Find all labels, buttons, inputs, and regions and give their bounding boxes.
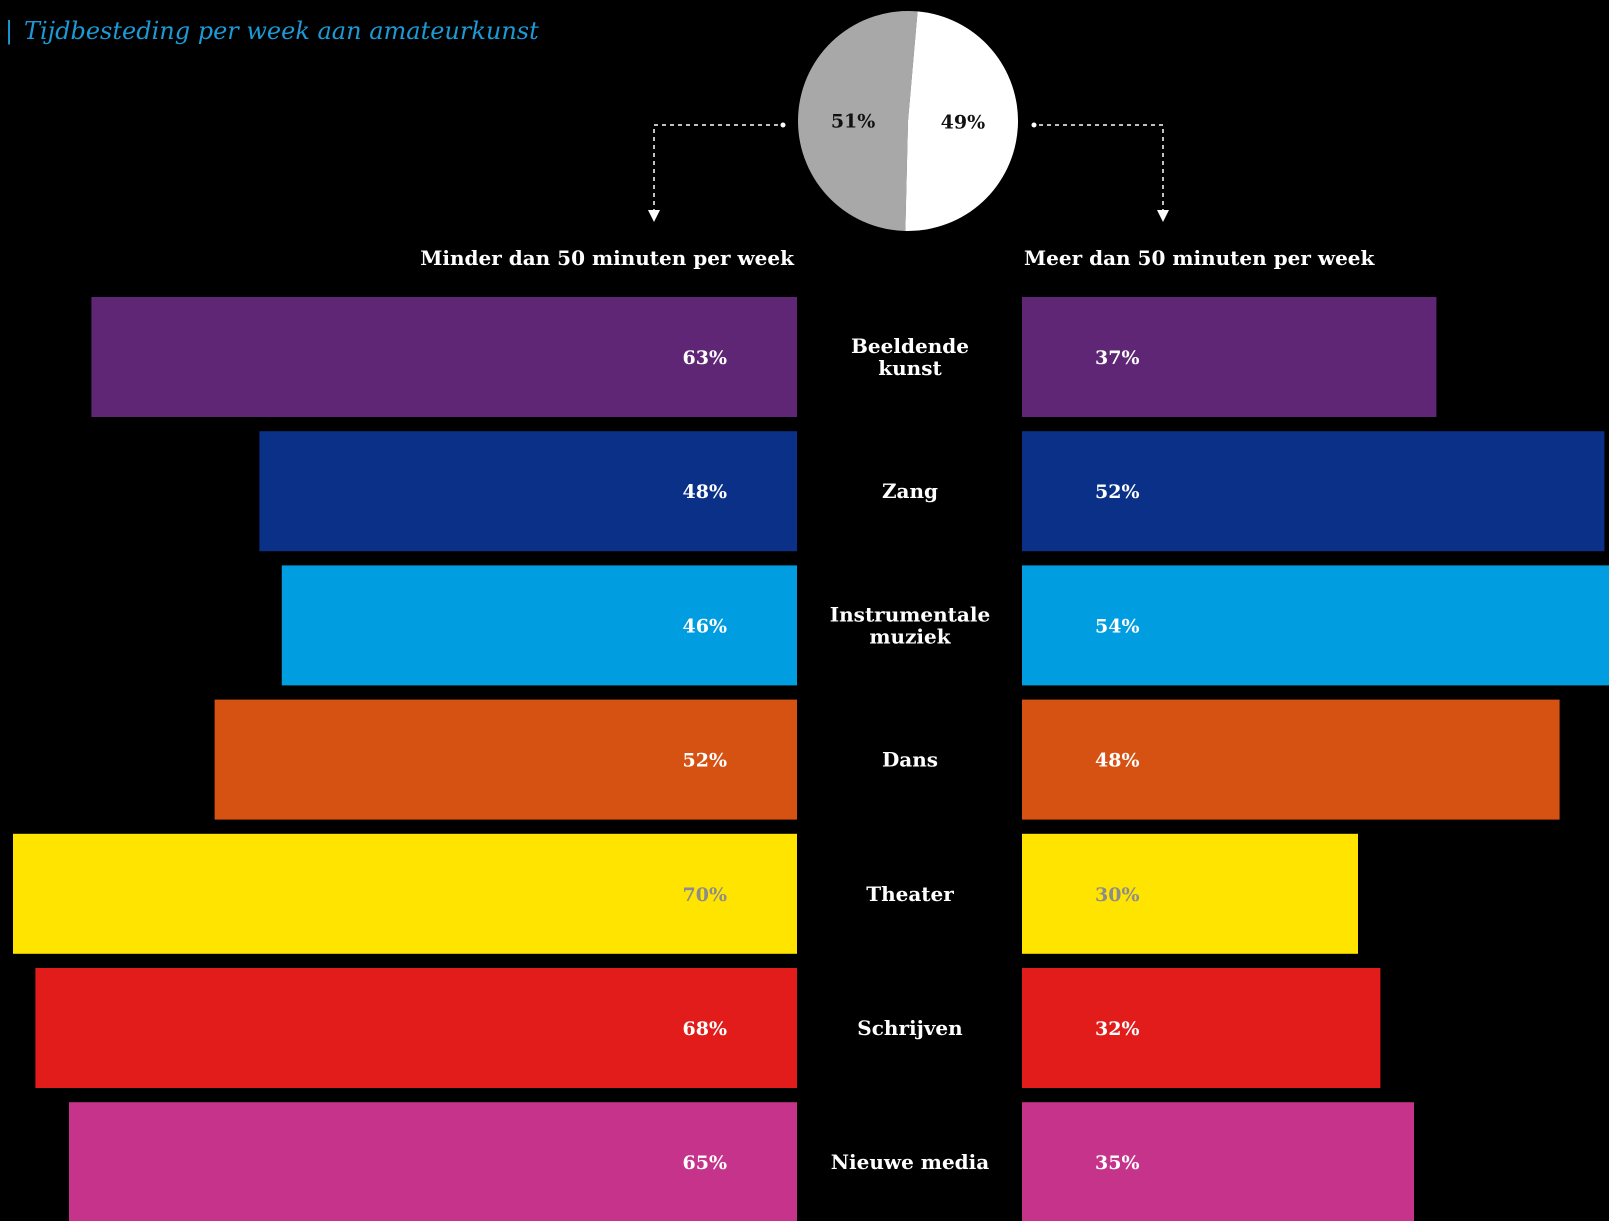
- bar-right-value-label: 32%: [1095, 1018, 1140, 1040]
- bar-row: 65% 35% Nieuwe media: [69, 1102, 1414, 1221]
- pie-slice-more: [905, 11, 1018, 232]
- pie-slice-less: [798, 10, 918, 231]
- bar-row: 70% 30% Theater: [13, 833, 1358, 954]
- category-label: Beeldende kunst: [851, 334, 969, 380]
- category-label-line: muziek: [869, 624, 951, 648]
- connector-line-right: [1039, 124, 1164, 213]
- title-marker: |: [5, 17, 13, 46]
- bar-right-value-label: 35%: [1095, 1152, 1140, 1174]
- bar-left-value-label: 46%: [683, 615, 728, 637]
- bar-left: [214, 699, 798, 820]
- category-label-line: Dans: [882, 748, 938, 772]
- bar-row: 48% 52% Zang: [259, 431, 1605, 552]
- left-heading: Minder dan 50 minuten per week: [420, 246, 795, 270]
- bar-left-value-label: 65%: [683, 1152, 728, 1174]
- category-label: Schrijven: [857, 1016, 963, 1040]
- category-label: Instrumentale muziek: [830, 602, 990, 648]
- connector-dot-left: [780, 122, 786, 128]
- category-label-line: kunst: [878, 356, 942, 380]
- pie-chart: 51% 49%: [798, 10, 1018, 232]
- pie-slice-label: 51%: [831, 111, 876, 133]
- bar-right: [1022, 297, 1437, 417]
- connector-line-left: [653, 124, 778, 213]
- category-label: Theater: [866, 882, 954, 906]
- bar-left-value-label: 63%: [683, 347, 728, 369]
- bar-left-value-label: 48%: [683, 481, 728, 503]
- bar-row: 63% 37% Beeldende kunst: [91, 297, 1437, 417]
- bar-right: [1022, 699, 1560, 820]
- column-headings: Minder dan 50 minuten per week Meer dan …: [420, 246, 1375, 270]
- pie-connectors: [648, 122, 1169, 222]
- bar-left-value-label: 70%: [683, 884, 728, 906]
- diverging-bars: 63% 37% Beeldende kunst 48% 52% Zang 46% 54% Inst…: [13, 297, 1609, 1221]
- connector-dot-right: [1031, 122, 1037, 128]
- bar-left: [259, 431, 797, 552]
- bar-row: 68% 32% Schrijven: [35, 968, 1381, 1088]
- bar-right: [1022, 1102, 1414, 1221]
- bar-right: [1022, 968, 1381, 1088]
- chart-title: Tijdbesteding per week aan amateurkunst: [24, 17, 539, 45]
- bar-left: [91, 297, 797, 417]
- category-label: Zang: [882, 479, 938, 503]
- pie-slice-label: 49%: [941, 111, 986, 133]
- category-label: Dans: [882, 748, 938, 772]
- bar-left: [281, 565, 797, 686]
- chart-title-group: | Tijdbesteding per week aan amateurkuns…: [5, 17, 539, 46]
- connector-arrow-left: [648, 210, 660, 222]
- bar-row: 52% 48% Dans: [214, 699, 1560, 820]
- right-heading: Meer dan 50 minuten per week: [1024, 246, 1376, 270]
- bar-left: [35, 968, 797, 1088]
- bar-left: [69, 1102, 797, 1221]
- category-label-line: Theater: [866, 882, 954, 906]
- bar-right-value-label: 54%: [1095, 615, 1140, 637]
- category-label-line: Schrijven: [857, 1016, 963, 1040]
- bar-right-value-label: 48%: [1095, 750, 1140, 772]
- bar-row: 46% 54% Instrumentale muziek: [281, 565, 1609, 686]
- bar-left: [13, 833, 797, 954]
- bar-right: [1022, 833, 1358, 954]
- category-label: Nieuwe media: [831, 1150, 990, 1174]
- category-label-line: Nieuwe media: [831, 1150, 990, 1174]
- bar-left-value-label: 52%: [683, 750, 728, 772]
- bar-right-value-label: 30%: [1095, 884, 1140, 906]
- bar-right: [1022, 431, 1605, 552]
- connector-arrow-right: [1157, 210, 1169, 222]
- category-label-line: Beeldende: [851, 334, 969, 358]
- bar-right: [1022, 565, 1609, 686]
- category-label-line: Zang: [882, 479, 938, 503]
- category-label-line: Instrumentale: [830, 602, 990, 626]
- bar-right-value-label: 52%: [1095, 481, 1140, 503]
- bar-left-value-label: 68%: [683, 1018, 728, 1040]
- bar-right-value-label: 37%: [1095, 347, 1140, 369]
